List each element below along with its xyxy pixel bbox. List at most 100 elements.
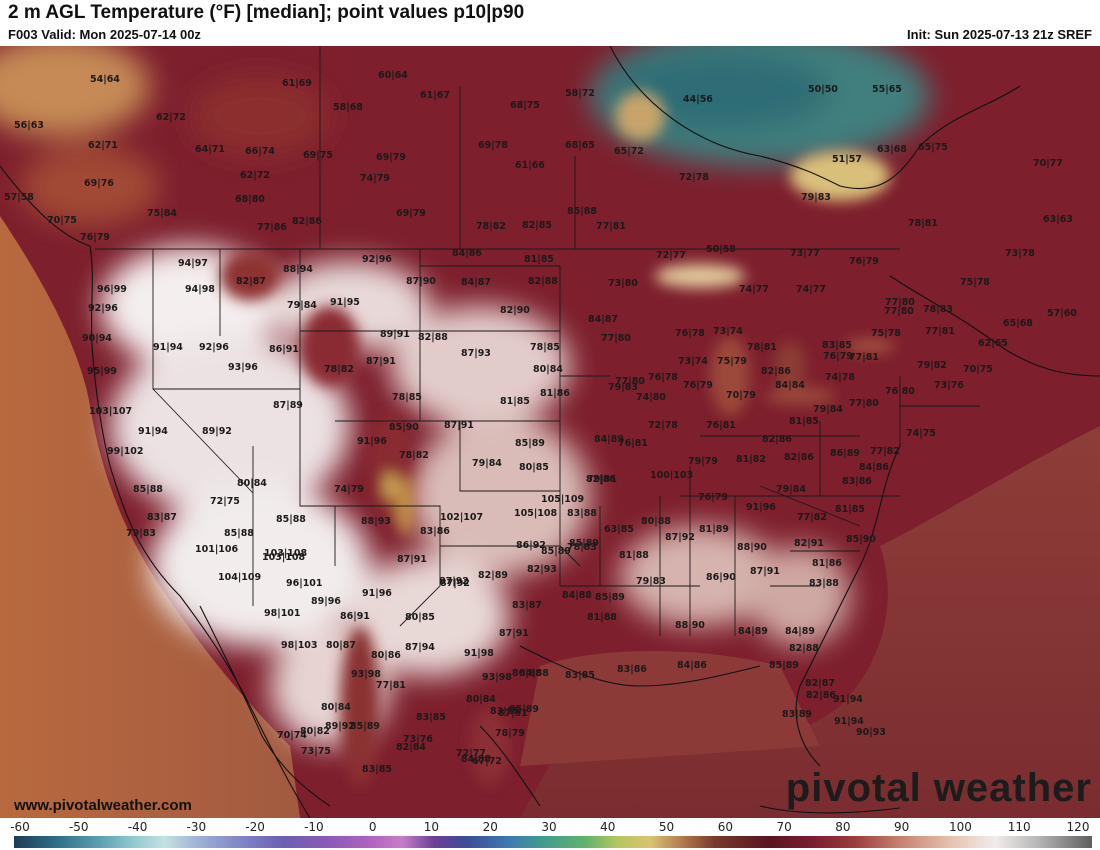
init-time: Init: Sun 2025-07-13 21z SREF xyxy=(907,27,1092,42)
point-value: 76|78 xyxy=(675,328,705,339)
point-value: 91|98 xyxy=(464,648,494,659)
point-value: 77|82 xyxy=(797,512,827,523)
point-value: 91|95 xyxy=(330,297,360,308)
point-value: 70|74 xyxy=(277,730,307,741)
point-value: 85|88 xyxy=(224,528,254,539)
point-value: 93|98 xyxy=(482,672,512,683)
colorbar-tick: 110 xyxy=(1007,820,1031,834)
point-value: 80|84 xyxy=(237,478,267,489)
point-value: 74|79 xyxy=(360,173,390,184)
point-value: 73|80 xyxy=(608,278,638,289)
point-value: 86|92 xyxy=(516,540,546,551)
colorbar-tick: -40 xyxy=(127,820,148,834)
point-value: 87|92 xyxy=(440,578,470,589)
point-value: 102|107 xyxy=(440,512,483,523)
point-value: 76|78 xyxy=(648,372,678,383)
point-value: 81|86 xyxy=(812,558,842,569)
point-value: 78|81 xyxy=(908,218,938,229)
point-value: 62|72 xyxy=(240,170,270,181)
point-value: 91|96 xyxy=(746,502,776,513)
point-value: 78|79 xyxy=(495,728,525,739)
point-value: 83|87 xyxy=(512,600,542,611)
colorbar-tick: 30 xyxy=(541,820,557,834)
great-lakes xyxy=(655,264,895,416)
point-value: 72|78 xyxy=(679,172,709,183)
point-value: 103|107 xyxy=(89,406,132,417)
point-value: 68|80 xyxy=(235,194,265,205)
point-value: 84|86 xyxy=(859,462,889,473)
point-value: 82|91 xyxy=(794,538,824,549)
point-value: 61|66 xyxy=(515,160,545,171)
canada-west xyxy=(0,46,330,226)
point-value: 70|77 xyxy=(1033,158,1063,169)
point-value: 79|83 xyxy=(608,382,638,393)
point-value: 80|88 xyxy=(641,516,671,527)
point-value: 86|88 xyxy=(512,668,542,679)
point-value: 76|81 xyxy=(618,438,648,449)
point-value: 85|88 xyxy=(276,514,306,525)
point-value: 77|81 xyxy=(596,221,626,232)
point-value: 81|85 xyxy=(835,504,865,515)
point-value: 60|64 xyxy=(378,70,408,81)
website-watermark: www.pivotalweather.com xyxy=(14,797,192,814)
point-value: 91|96 xyxy=(362,588,392,599)
point-value: 73|77 xyxy=(790,248,820,259)
point-value: 72|77 xyxy=(456,748,486,759)
point-value: 90|94 xyxy=(82,333,112,344)
point-value: 99|102 xyxy=(107,446,144,457)
point-value: 94|98 xyxy=(185,284,215,295)
point-value: 74|75 xyxy=(906,428,936,439)
point-value: 79|83 xyxy=(126,528,156,539)
point-value: 69|78 xyxy=(478,140,508,151)
point-value: 91|94 xyxy=(138,426,168,437)
point-value: 61|69 xyxy=(282,78,312,89)
point-value: 82|86 xyxy=(784,452,814,463)
point-value: 88|93 xyxy=(361,516,391,527)
point-value: 86|90 xyxy=(706,572,736,583)
point-value: 79|84 xyxy=(776,484,806,495)
point-value: 87|92 xyxy=(439,576,469,587)
colorbar-tick: 80 xyxy=(835,820,851,834)
point-value: 81|88 xyxy=(587,612,617,623)
point-value: 78|82 xyxy=(476,221,506,232)
point-value: 76|79 xyxy=(683,380,713,391)
point-value: 77|80 xyxy=(884,306,914,317)
point-value: 87|93 xyxy=(461,348,491,359)
point-value: 68|65 xyxy=(565,140,595,151)
point-value: 73|76 xyxy=(403,734,433,745)
colorbar-tick: 60 xyxy=(717,820,733,834)
point-value: 82|89 xyxy=(478,570,508,581)
point-value: 91|96 xyxy=(357,436,387,447)
point-value: 56|63 xyxy=(14,120,44,131)
point-value: 85|88 xyxy=(567,206,597,217)
point-value: 84|89 xyxy=(738,626,768,637)
point-value: 57|58 xyxy=(4,192,34,203)
point-value: 81|85 xyxy=(500,396,530,407)
point-value: 81|88 xyxy=(619,550,649,561)
point-value: 75|78 xyxy=(871,328,901,339)
political-borders xyxy=(95,46,980,636)
point-value: 69|75 xyxy=(303,150,333,161)
point-value: 92|96 xyxy=(362,254,392,265)
point-value: 83|88 xyxy=(567,508,597,519)
point-value: 88|90 xyxy=(737,542,767,553)
colorbar-tick: -10 xyxy=(304,820,324,834)
point-value: 82|93 xyxy=(527,564,557,575)
colorbar-tick: -60 xyxy=(10,820,30,834)
point-value: 77|81 xyxy=(376,680,406,691)
point-value: 81|82 xyxy=(736,454,766,465)
point-value: 88|90 xyxy=(675,620,705,631)
point-value: 104|109 xyxy=(218,572,261,583)
point-value: 73|74 xyxy=(678,356,708,367)
point-value: 83|85 xyxy=(416,712,446,723)
point-value: 69|76 xyxy=(84,178,114,189)
point-value: 78|81 xyxy=(747,342,777,353)
point-value: 78|85 xyxy=(392,392,422,403)
point-value: 81|85 xyxy=(524,254,554,265)
point-value: 83|89 xyxy=(782,709,812,720)
point-value: 79|81 xyxy=(587,474,617,485)
point-value: 85|89 xyxy=(509,704,539,715)
point-value: 84|89 xyxy=(785,626,815,637)
point-value: 73|76 xyxy=(934,380,964,391)
point-value: 80|82 xyxy=(300,726,330,737)
